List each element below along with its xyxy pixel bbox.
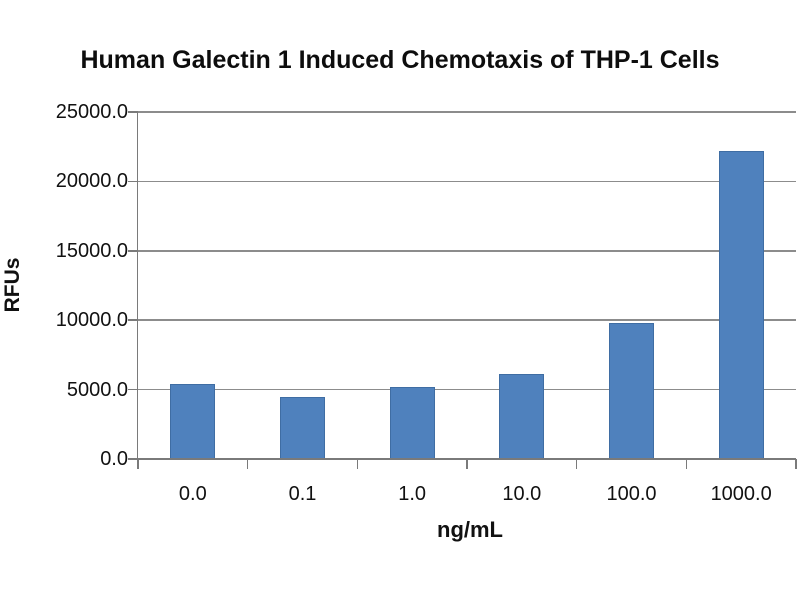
y-axis-tick-label: 25000.0 — [55, 101, 128, 123]
x-axis-tick-label: 10.0 — [502, 483, 542, 505]
x-axis-tick-label: 0.1 — [288, 483, 317, 505]
y-axis-tick-label: 20000.0 — [55, 170, 128, 193]
x-tick-mark — [575, 459, 578, 469]
x-tick-mark — [137, 459, 139, 469]
gridline — [138, 388, 796, 391]
bar — [499, 374, 545, 459]
x-tick-mark — [246, 459, 249, 469]
x-axis-tick-label: 100.0 — [606, 483, 657, 505]
x-axis-tick-label: 1000.0 — [710, 483, 772, 505]
y-axis-tick-label: 10000.0 — [55, 309, 128, 332]
bar — [389, 386, 435, 459]
x-axis-line — [136, 458, 796, 460]
bar — [170, 384, 216, 459]
x-tick-mark — [795, 459, 797, 469]
gridline — [138, 180, 796, 183]
x-axis-title: ng/mL — [437, 517, 503, 542]
y-axis-tick-label: 0.0 — [100, 448, 128, 470]
y-tick-mark — [128, 250, 138, 252]
x-tick-mark — [685, 459, 688, 469]
x-tick-mark — [356, 459, 359, 469]
y-tick-mark — [128, 458, 138, 460]
y-axis-line — [136, 112, 139, 459]
y-axis-tick-label: 5000.0 — [66, 378, 128, 401]
chart-title: Human Galectin 1 Induced Chemotaxis of T… — [80, 46, 720, 74]
x-axis-tick-label: 1.0 — [398, 483, 427, 505]
y-tick-mark — [128, 388, 138, 391]
y-tick-mark — [128, 111, 138, 113]
y-tick-mark — [128, 180, 138, 183]
gridline — [138, 250, 796, 252]
gridline — [138, 111, 796, 113]
gridline — [138, 319, 796, 321]
bar — [718, 150, 764, 459]
bar — [280, 396, 325, 459]
plot-area — [138, 111, 796, 459]
y-axis-title: RFUs — [1, 257, 24, 313]
x-axis-tick-label: 0.0 — [178, 483, 207, 505]
x-tick-mark — [466, 459, 468, 469]
y-tick-mark — [128, 319, 138, 321]
bar — [609, 322, 654, 459]
y-axis-tick-label: 15000.0 — [55, 239, 128, 262]
